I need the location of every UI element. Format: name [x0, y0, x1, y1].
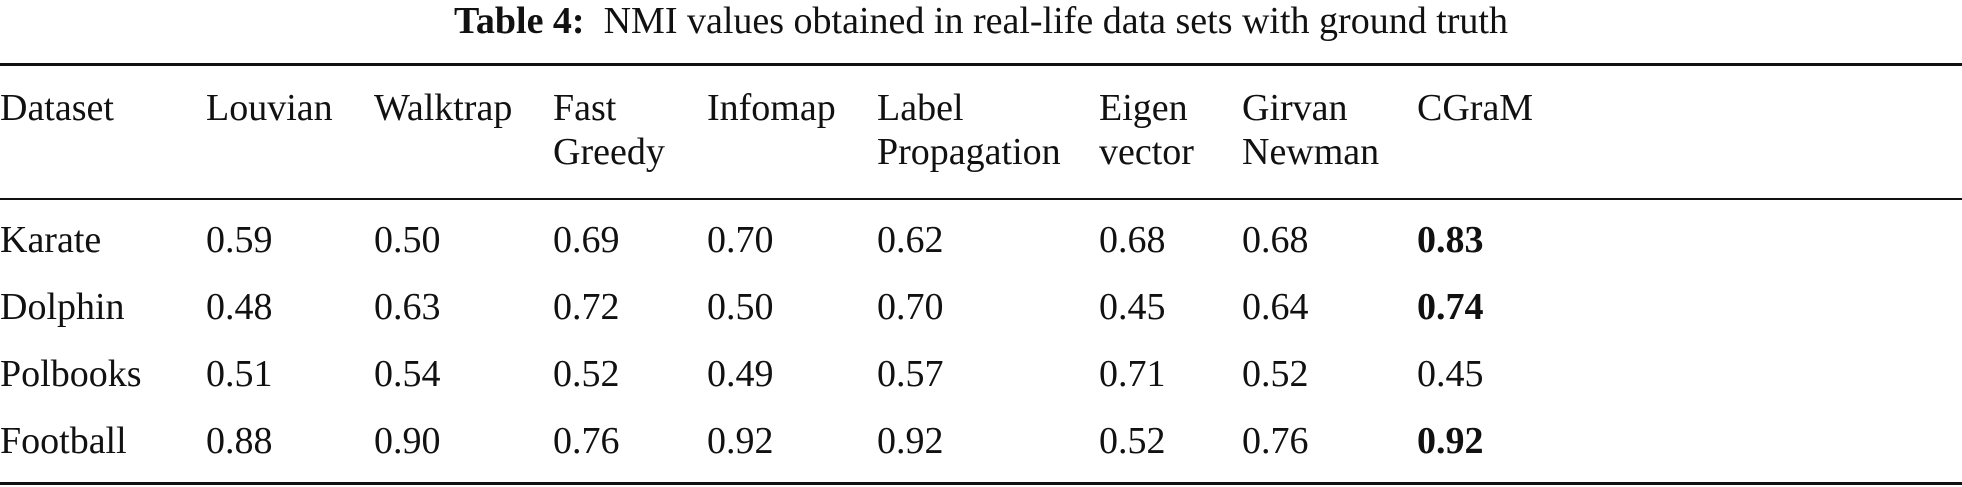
column-header: Fast Greedy: [553, 66, 707, 198]
nmi-value-cell: 0.70: [707, 219, 774, 261]
table-caption: Table 4: NMI values obtained in real-lif…: [0, 0, 1962, 41]
nmi-value-cell: 0.45: [1099, 286, 1166, 328]
column-header: Walktrap: [374, 66, 553, 198]
nmi-value-cell: 0.51: [206, 353, 273, 395]
nmi-value-cell: 0.92: [1417, 420, 1484, 462]
dataset-name-cell: Polbooks: [0, 353, 142, 395]
nmi-value-cell: 0.59: [206, 219, 273, 261]
nmi-value-cell: 0.64: [1242, 286, 1309, 328]
nmi-value-cell: 0.49: [707, 353, 774, 395]
nmi-value-cell: 0.70: [877, 286, 944, 328]
nmi-value-cell: 0.72: [553, 286, 620, 328]
caption-label: Table 4:: [454, 0, 585, 42]
nmi-results-table: Dataset Louvian Walktrap Fast Greedy Infomap L…: [0, 66, 1962, 475]
column-header-line: Greedy: [553, 131, 665, 173]
bottom-rule: [0, 482, 1962, 485]
nmi-value-cell: 0.52: [1242, 353, 1309, 395]
nmi-value-cell: 0.50: [707, 286, 774, 328]
column-header-line: Label: [877, 87, 964, 129]
nmi-value-cell: 0.76: [553, 420, 620, 462]
caption-text: NMI values obtained in real-life data se…: [603, 0, 1508, 42]
column-header-line: CGraM: [1417, 87, 1534, 129]
nmi-value-cell: 0.45: [1417, 353, 1484, 395]
column-header: Eigen vector: [1099, 66, 1242, 198]
nmi-value-cell: 0.68: [1242, 219, 1309, 261]
dataset-name-cell: Football: [0, 420, 127, 462]
dataset-name-cell: Karate: [0, 219, 102, 261]
column-header-line: Newman: [1242, 131, 1380, 173]
nmi-value-cell: 0.88: [206, 420, 273, 462]
column-header: CGraM: [1417, 66, 1962, 198]
nmi-value-cell: 0.92: [877, 420, 944, 462]
column-header-line: Eigen: [1099, 87, 1188, 129]
nmi-value-cell: 0.76: [1242, 420, 1309, 462]
nmi-value-cell: 0.57: [877, 353, 944, 395]
column-header-line: Infomap: [707, 87, 836, 129]
column-header-line: Fast: [553, 87, 617, 129]
column-header: Louvian: [206, 66, 374, 198]
nmi-value-cell: 0.48: [206, 286, 273, 328]
column-header: Girvan Newman: [1242, 66, 1417, 198]
nmi-value-cell: 0.54: [374, 353, 441, 395]
nmi-value-cell: 0.63: [374, 286, 441, 328]
column-header-line: Girvan: [1242, 87, 1348, 129]
nmi-value-cell: 0.92: [707, 420, 774, 462]
nmi-value-cell: 0.62: [877, 219, 944, 261]
column-header: Dataset: [0, 66, 206, 198]
nmi-value-cell: 0.50: [374, 219, 441, 261]
table-row: Polbooks 0.51 0.54 0.52 0.49 0.57 0.71 0.52 0.45: [0, 341, 1962, 408]
nmi-value-cell: 0.52: [1099, 420, 1166, 462]
nmi-value-cell: 0.68: [1099, 219, 1166, 261]
nmi-value-cell: 0.90: [374, 420, 441, 462]
nmi-value-cell: 0.69: [553, 219, 620, 261]
table-row: Karate 0.59 0.50 0.69 0.70 0.62 0.68 0.68 0.83: [0, 198, 1962, 274]
nmi-value-cell: 0.83: [1417, 219, 1484, 261]
column-header-line: Walktrap: [374, 87, 513, 129]
header-row: Dataset Louvian Walktrap Fast Greedy Infomap L…: [0, 66, 1962, 198]
top-rule: [0, 63, 1962, 66]
nmi-value-cell: 0.71: [1099, 353, 1166, 395]
dataset-name-cell: Dolphin: [0, 286, 125, 328]
header-rule: [0, 198, 1962, 200]
column-header: Label Propagation: [877, 66, 1099, 198]
column-header-line: Dataset: [0, 87, 114, 129]
column-header-line: vector: [1099, 131, 1194, 173]
column-header-line: Louvian: [206, 87, 333, 129]
table-row: Football 0.88 0.90 0.76 0.92 0.92 0.52 0.76 0.92: [0, 408, 1962, 475]
nmi-value-cell: 0.74: [1417, 286, 1484, 328]
table-body: Karate 0.59 0.50 0.69 0.70 0.62 0.68 0.68 0.83 Do…: [0, 198, 1962, 475]
table-row: Dolphin 0.48 0.63 0.72 0.50 0.70 0.45 0.64 0.74: [0, 274, 1962, 341]
column-header: Infomap: [707, 66, 877, 198]
column-header-line: Propagation: [877, 131, 1061, 173]
nmi-value-cell: 0.52: [553, 353, 620, 395]
